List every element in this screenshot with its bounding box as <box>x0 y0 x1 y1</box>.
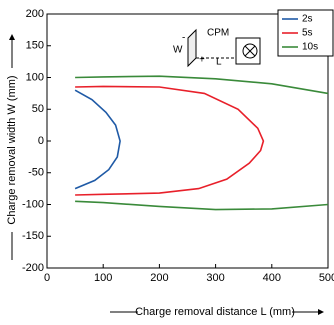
series-line <box>74 89 121 190</box>
y-tick-label: -200 <box>22 262 44 274</box>
x-tick-label: 500 <box>319 272 334 284</box>
legend-label: 10s <box>302 42 318 53</box>
cpm-plate <box>187 28 197 68</box>
annotation: + <box>199 55 205 66</box>
annotation: - <box>182 33 185 44</box>
annotation: CPM <box>207 28 229 39</box>
arrow-head <box>318 309 324 315</box>
x-tick-label: 0 <box>44 272 50 284</box>
y-tick-label: 0 <box>38 135 44 147</box>
target-circle <box>242 43 258 59</box>
arrow-head <box>9 34 15 40</box>
annotation: L <box>216 57 222 68</box>
annotation: W <box>173 45 183 56</box>
y-tick-label: -100 <box>22 198 44 210</box>
series-line <box>75 75 329 211</box>
x-tick-label: 300 <box>206 272 224 284</box>
y-tick-label: 200 <box>26 8 44 20</box>
y-axis-label: Charge removal width W (mm) <box>6 75 18 224</box>
y-tick-label: 100 <box>26 71 44 83</box>
x-tick-label: 400 <box>263 272 281 284</box>
y-tick-label: 50 <box>32 103 44 115</box>
x-axis-label: Charge removal distance L (mm) <box>135 306 295 318</box>
inset-diagram: CPM W L + - <box>173 28 261 68</box>
legend-label: 5s <box>302 28 313 39</box>
y-tick-label: -50 <box>28 167 44 179</box>
target-cross <box>244 45 256 57</box>
legend-label: 2s <box>302 14 313 25</box>
target-box <box>235 37 261 65</box>
x-tick-label: 200 <box>150 272 168 284</box>
series-line <box>75 85 265 196</box>
y-tick-label: -150 <box>22 230 44 242</box>
y-tick-label: 150 <box>26 40 44 52</box>
x-tick-label: 100 <box>94 272 112 284</box>
